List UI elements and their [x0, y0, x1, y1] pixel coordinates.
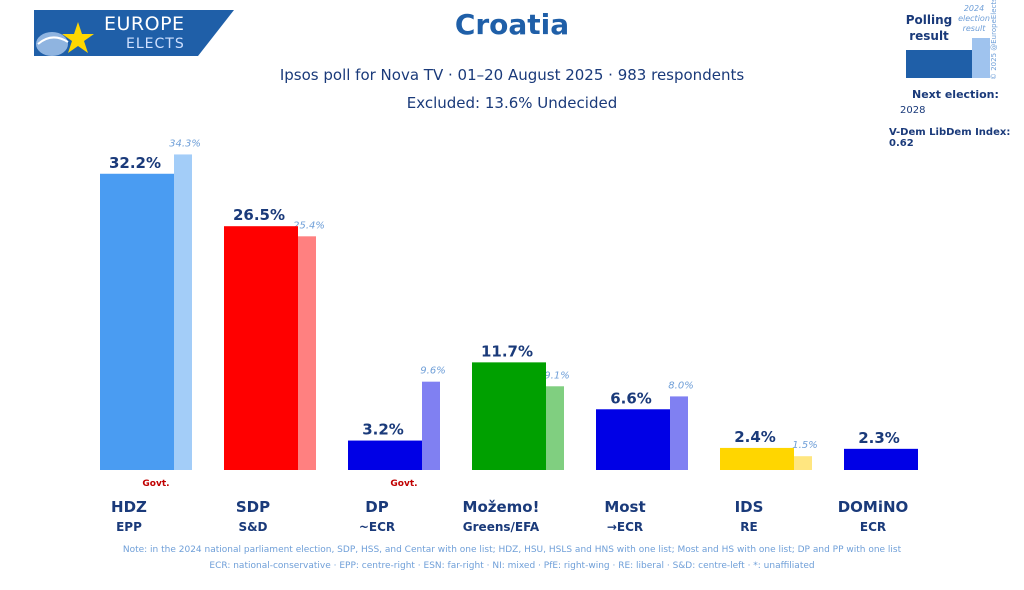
chart-title: Croatia	[454, 8, 570, 41]
bar-previous-hdz	[174, 154, 192, 470]
footnote-glossary: ECR: national-conservative · EPP: centre…	[209, 561, 815, 571]
party-name-ids: IDS	[735, 498, 764, 516]
excluded-note: Excluded: 13.6% Undecided	[406, 94, 618, 112]
legend-previous-result: 2024 election result	[958, 4, 990, 33]
party-group-moemo: Greens/EFA	[463, 520, 540, 534]
bar-previous-moemo	[546, 386, 564, 470]
party-group-domino: ECR	[860, 520, 886, 534]
poll-subtitle: Ipsos poll for Nova TV · 01–20 August 20…	[279, 66, 745, 84]
party-group-dp: ~ECR	[359, 520, 395, 534]
label-polling-most: 6.6%	[610, 389, 652, 407]
europe-elects-logo: EUROPE ELECTS	[34, 10, 234, 56]
bar-previous-most	[670, 396, 688, 470]
bar-polling-most	[596, 409, 670, 470]
logo-text-elects: ELECTS	[126, 36, 185, 52]
legend-polling-result: Polling result	[905, 13, 953, 43]
bar-polling-sdp	[224, 226, 298, 470]
logo-banner	[34, 10, 234, 56]
party-name-most: Most	[604, 498, 645, 516]
label-previous-sdp: 25.4%	[293, 220, 325, 231]
party-name-dp: DP	[365, 498, 388, 516]
label-previous-most: 8.0%	[668, 380, 693, 391]
party-group-hdz: EPP	[116, 520, 142, 534]
party-group-ids: RE	[740, 520, 757, 534]
bar-previous-ids	[794, 456, 812, 470]
party-name-hdz: HDZ	[111, 498, 147, 516]
bar-polling-domino	[844, 448, 918, 470]
party-name-moemo: Možemo!	[463, 498, 540, 516]
party-name-domino: DOMiNO	[838, 498, 909, 516]
govt-marker-dp: Govt.	[390, 479, 417, 489]
label-previous-ids: 1.5%	[792, 440, 817, 451]
govt-marker-hdz: Govt.	[142, 479, 169, 489]
next-election-label: Next election:	[912, 88, 999, 101]
vdem-index: V-Dem LibDem Index: 0.62	[889, 127, 1011, 149]
party-group-most: →ECR	[607, 520, 643, 534]
bar-polling-dp	[348, 440, 422, 470]
legend-swatch-previous	[972, 38, 990, 78]
label-polling-sdp: 26.5%	[233, 206, 285, 224]
bar-polling-hdz	[100, 173, 174, 470]
next-election-year: 2028	[900, 105, 926, 116]
legend-swatch-polling	[906, 50, 972, 78]
label-polling-moemo: 11.7%	[481, 342, 533, 360]
party-name-sdp: SDP	[236, 498, 270, 516]
logo-text-europe: EUROPE	[104, 13, 185, 35]
footnote-note: Note: in the 2024 national parliament el…	[122, 545, 902, 555]
label-polling-ids: 2.4%	[734, 428, 776, 446]
label-polling-dp: 3.2%	[362, 421, 404, 439]
bar-polling-ids	[720, 447, 794, 470]
party-group-sdp: S&D	[238, 520, 267, 534]
bar-previous-sdp	[298, 236, 316, 470]
label-previous-moemo: 9.1%	[544, 370, 569, 381]
label-polling-domino: 2.3%	[858, 429, 900, 447]
bar-previous-dp	[422, 381, 440, 470]
globe-star-icon	[36, 22, 94, 56]
label-polling-hdz: 32.2%	[109, 154, 161, 172]
label-previous-hdz: 34.3%	[169, 138, 201, 149]
label-previous-dp: 9.6%	[420, 366, 445, 377]
bar-polling-moemo	[472, 362, 546, 470]
